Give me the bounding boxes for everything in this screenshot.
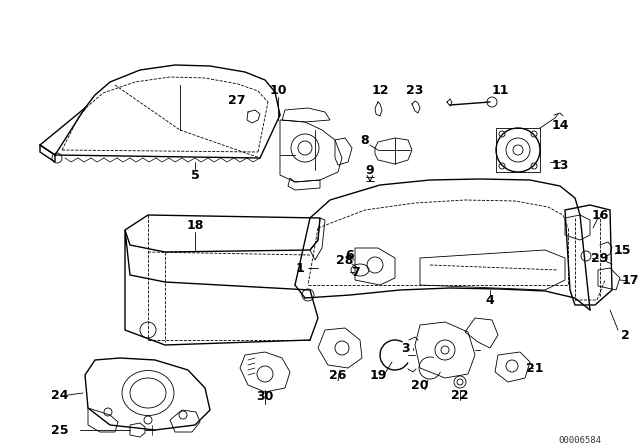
Text: 9: 9 [365, 164, 374, 177]
Text: 21: 21 [526, 362, 544, 375]
Text: 28: 28 [336, 254, 354, 267]
Text: 15: 15 [613, 244, 631, 257]
Text: 23: 23 [406, 83, 424, 96]
Text: 10: 10 [269, 83, 287, 96]
Text: 14: 14 [551, 119, 569, 132]
Text: 24: 24 [51, 388, 68, 401]
Text: 27: 27 [228, 94, 246, 107]
Text: 1: 1 [296, 262, 305, 275]
Text: 7: 7 [351, 266, 360, 279]
Text: 29: 29 [591, 251, 609, 264]
Text: 30: 30 [256, 389, 274, 402]
Text: 6: 6 [346, 249, 355, 262]
Text: 13: 13 [551, 159, 569, 172]
Text: 11: 11 [492, 83, 509, 96]
Text: 25: 25 [51, 423, 68, 436]
Text: 20: 20 [412, 379, 429, 392]
Text: 17: 17 [621, 273, 639, 287]
Text: 22: 22 [451, 388, 468, 401]
Text: 5: 5 [191, 168, 200, 181]
Text: 26: 26 [330, 369, 347, 382]
Text: 18: 18 [186, 219, 204, 232]
Text: 3: 3 [401, 341, 410, 354]
Text: 16: 16 [591, 208, 609, 221]
Text: 19: 19 [369, 369, 387, 382]
Text: 8: 8 [361, 134, 369, 146]
Text: 4: 4 [486, 293, 494, 306]
Text: 12: 12 [371, 83, 388, 96]
Text: 2: 2 [621, 328, 629, 341]
Text: 00006584: 00006584 [559, 435, 602, 444]
